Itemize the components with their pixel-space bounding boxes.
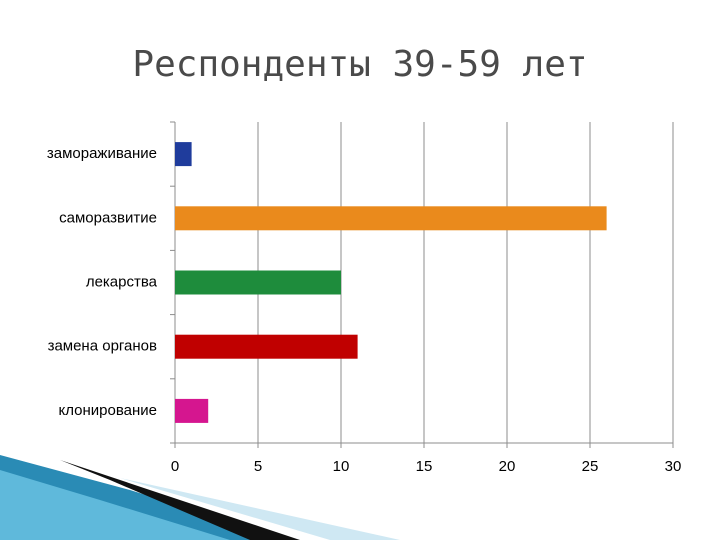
y-tick-label: лекарства — [86, 273, 158, 290]
x-tick-label: 0 — [171, 458, 179, 475]
decor — [0, 470, 230, 540]
bar — [175, 398, 209, 423]
x-tick-label: 5 — [254, 458, 262, 475]
bar — [175, 334, 358, 359]
x-tick-label: 10 — [333, 458, 350, 475]
x-tick-label: 25 — [582, 458, 599, 475]
y-tick-label: клонирование — [59, 402, 158, 419]
x-tick-label: 30 — [665, 458, 682, 475]
decor — [120, 478, 400, 540]
x-tick-label: 15 — [416, 458, 433, 475]
bar — [175, 270, 341, 295]
chart-title: Респонденты 39-59 лет — [132, 44, 587, 85]
bar — [175, 142, 192, 167]
y-tick-label: замена органов — [48, 338, 157, 355]
x-tick-label: 20 — [499, 458, 516, 475]
y-tick-label: замораживание — [47, 145, 157, 162]
y-tick-label: саморазвитие — [59, 209, 157, 226]
decor — [60, 460, 300, 540]
bar — [175, 206, 607, 231]
